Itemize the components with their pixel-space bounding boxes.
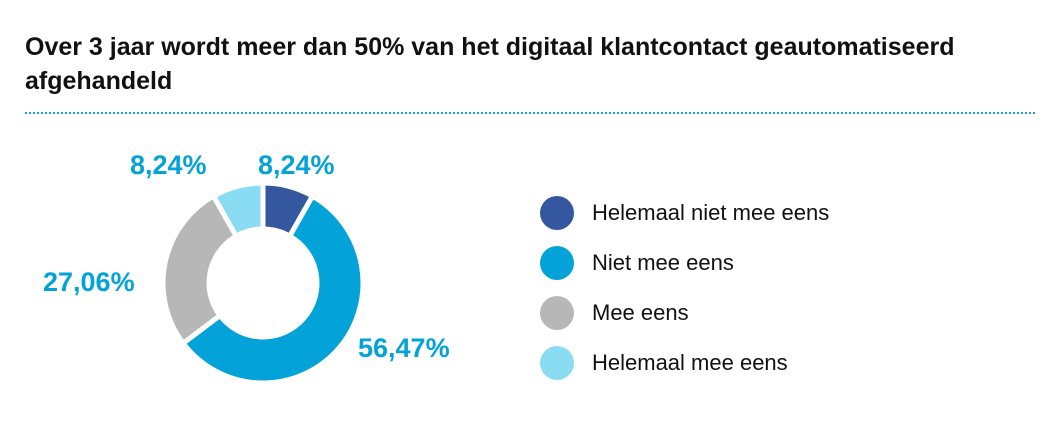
legend-label: Mee eens [592, 300, 689, 325]
legend-label: Niet mee eens [592, 250, 734, 275]
donut-slice-helemaal-mee-eens [210, 180, 266, 240]
legend-swatch [540, 296, 574, 330]
legend-label: Helemaal niet mee eens [592, 200, 830, 225]
legend-swatch [540, 246, 574, 280]
legend-label: Helemaal mee eens [592, 350, 788, 375]
legend-swatch [540, 346, 574, 380]
legend-item: Helemaal niet mee eens [540, 188, 829, 238]
legend-item: Niet mee eens [540, 238, 829, 288]
chart-title: Over 3 jaar wordt meer dan 50% van het d… [25, 33, 955, 95]
donut-slice-niet-mee-eens [179, 192, 366, 386]
donut-slice-mee-eens [160, 192, 240, 347]
data-label-niet-mee-eens: 56,47% [358, 333, 450, 363]
data-label-mee-eens: 27,06% [43, 267, 135, 297]
data-label-helemaal-niet-mee-eens: 8,24% [258, 150, 335, 180]
dotted-divider [25, 112, 1035, 114]
legend-item: Mee eens [540, 288, 829, 338]
legend: Helemaal niet mee eens Niet mee eens Mee… [540, 188, 829, 388]
data-label-helemaal-mee-eens: 8,24% [130, 150, 207, 180]
legend-swatch [540, 196, 574, 230]
legend-item: Helemaal mee eens [540, 338, 829, 388]
